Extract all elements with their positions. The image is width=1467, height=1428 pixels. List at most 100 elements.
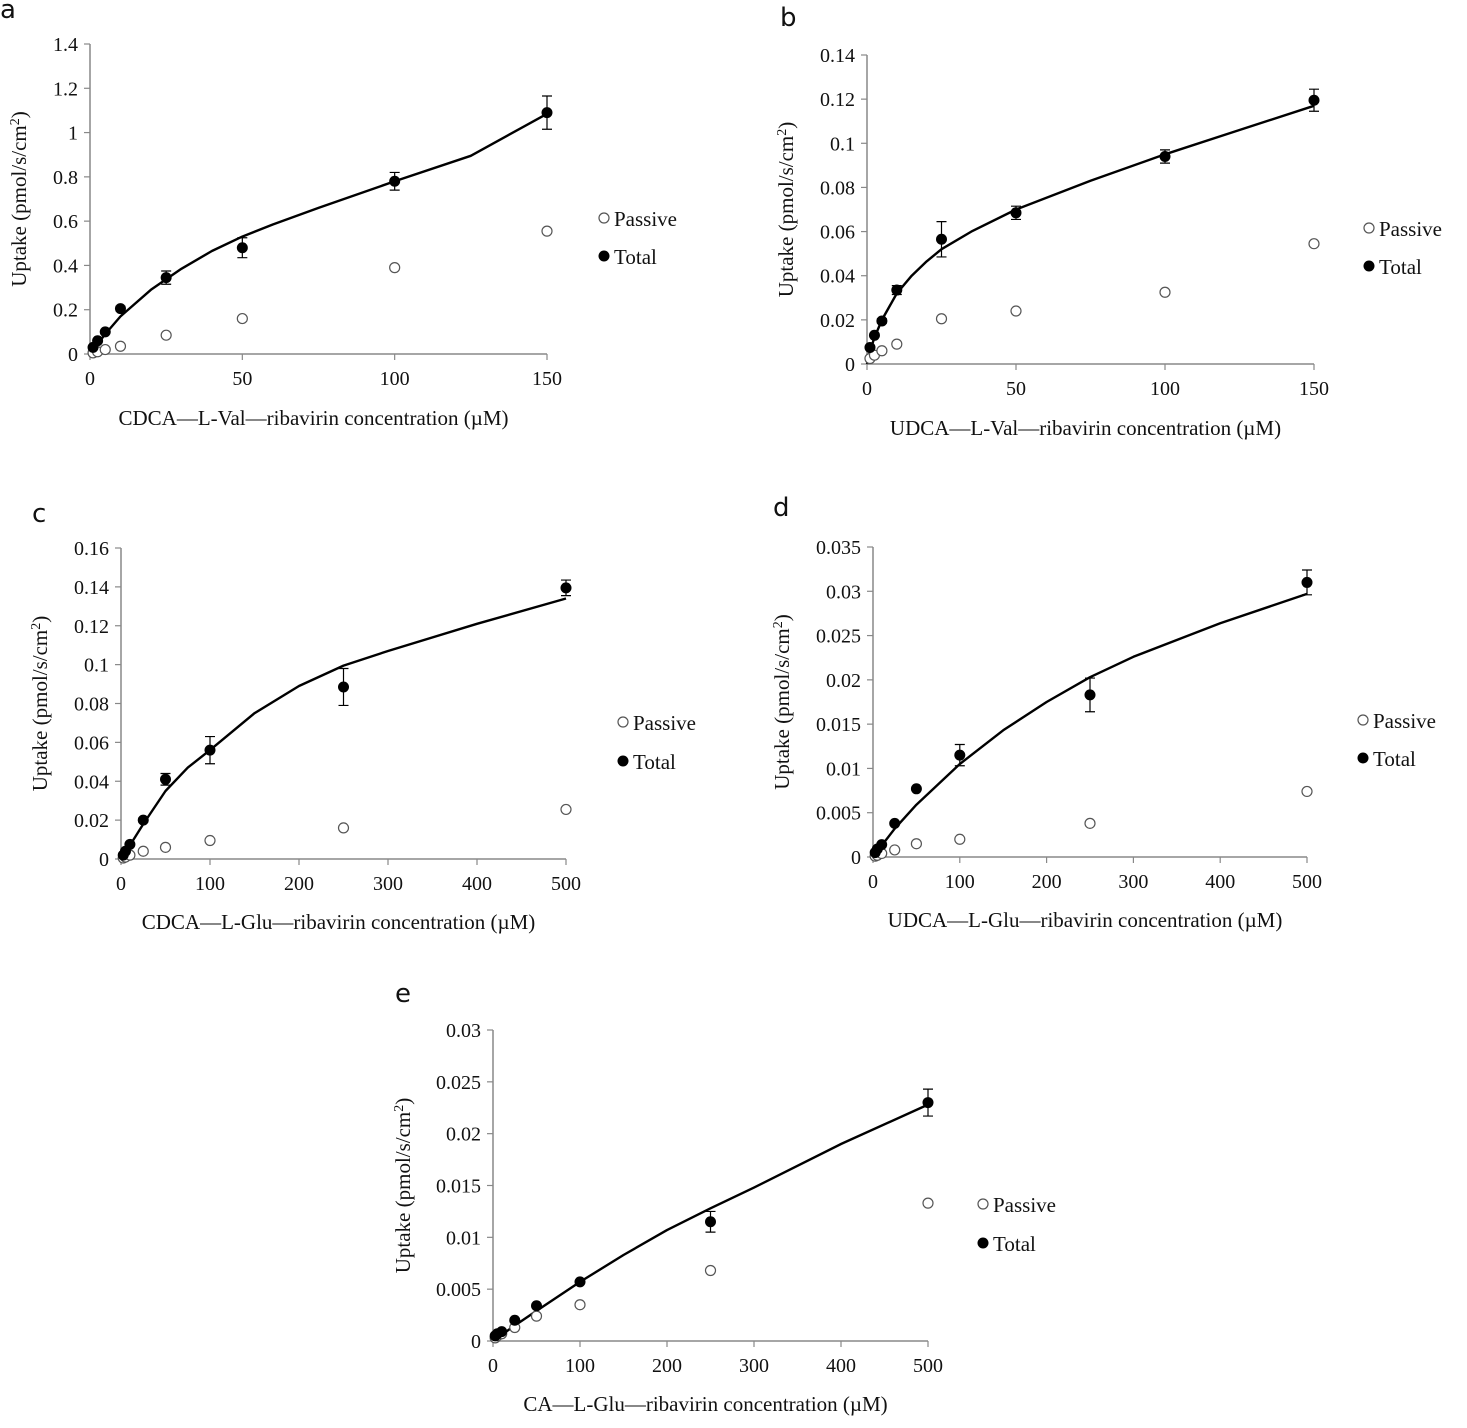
panel-c: c 0 0.02 0.04 0.06 0.08 0.1 0.12 0.14 0.16 0 100 20… — [28, 499, 696, 934]
chart-e-ytick-label: 0.02 — [446, 1124, 481, 1146]
chart-b-passive-point — [891, 338, 903, 350]
chart-a-legend-total-marker — [598, 250, 610, 262]
chart-a-xtick-label: 50 — [232, 368, 252, 390]
chart-b-total-point — [1308, 94, 1320, 106]
chart-c-xtick-label: 200 — [284, 873, 314, 895]
chart-d-y-axis-title: Uptake (pmol/s/cm2) — [770, 614, 794, 790]
chart-a-total-point — [160, 272, 172, 284]
chart-b-fit-curve — [865, 104, 1315, 365]
chart-b-legend-total-label: Total — [1379, 255, 1422, 279]
chart-a-ytick-label: 0.6 — [53, 211, 78, 233]
chart-c-passive-point — [337, 822, 350, 834]
chart-e-passive-point — [530, 1310, 543, 1322]
chart-a-legend-total-label: Total — [614, 245, 657, 269]
chart-b-ytick-label: 0.12 — [820, 89, 855, 111]
chart-a-legend-passive-marker — [598, 212, 610, 224]
chart-c-legend-total-marker — [617, 755, 629, 767]
chart-b-y-axis-title: Uptake (pmol/s/cm2) — [774, 122, 798, 298]
chart-c-ytick-label: 0.02 — [74, 810, 109, 832]
chart-c-total-point — [160, 773, 171, 785]
chart-a-total-point — [236, 242, 248, 254]
chart-d-ytick-label: 0.02 — [826, 670, 861, 692]
chart-e-legend-passive-marker — [977, 1198, 989, 1210]
chart-c-y-axis-title: Uptake (pmol/s/cm2) — [28, 616, 52, 792]
chart-d-x-axis-title: UDCA—L-Glu—ribavirin concentration (µM) — [888, 908, 1283, 932]
panel-a: a 0 0.2 0.4 0.6 0.8 1 1.2 1.4 0 50 100 150 CDCA—L-Va… — [0, 0, 677, 430]
chart-e-total-point — [922, 1097, 934, 1109]
chart-b-total-point — [891, 284, 903, 296]
chart-c-xtick-label: 400 — [462, 873, 492, 895]
chart-d-passive-point — [1301, 785, 1313, 798]
chart-d-ytick-label: 0.025 — [816, 626, 861, 648]
chart-d-total-point — [954, 749, 966, 761]
chart-b-xtick-label: 150 — [1299, 378, 1329, 400]
chart-a-ytick-label: 0 — [68, 344, 78, 366]
chart-d-total-point — [876, 839, 888, 851]
chart-e-xtick-label: 300 — [739, 1355, 769, 1377]
chart-b-total-point — [1010, 207, 1022, 219]
chart-c-xtick-label: 100 — [195, 873, 225, 895]
chart-c-total-point — [124, 838, 136, 850]
chart-a-ytick-label: 1.2 — [53, 78, 78, 100]
chart-e-total-point — [705, 1216, 716, 1228]
chart-e-xtick-label: 0 — [488, 1355, 498, 1377]
chart-d-total-point — [910, 783, 922, 795]
chart-b-xtick-label: 100 — [1150, 378, 1180, 400]
chart-c-legend-total-label: Total — [633, 750, 676, 774]
chart-a-passive-point — [114, 340, 127, 352]
chart-c-ytick-label: 0.14 — [74, 577, 109, 599]
chart-e-passive-point — [704, 1264, 717, 1277]
chart-a-ytick-label: 0.4 — [53, 255, 78, 277]
chart-d-passive-point — [910, 838, 923, 850]
chart-b-total-point — [864, 341, 876, 353]
chart-d-ytick-label: 0.01 — [826, 758, 861, 780]
chart-a-ytick-label: 0.2 — [53, 300, 78, 322]
chart-c-ytick-label: 0.12 — [74, 616, 109, 638]
chart-b-passive-point — [935, 313, 948, 325]
panel-e: e 0 0.005 0.01 0.015 0.02 0.025 0.03 0 100 200 300… — [391, 979, 1056, 1416]
chart-a-ytick-label: 0.8 — [53, 167, 78, 189]
chart-e-legend-total-label: Total — [993, 1232, 1036, 1256]
chart-e-ytick-label: 0.01 — [446, 1227, 481, 1249]
chart-c-legend: Passive Total — [617, 711, 696, 774]
chart-a-passive-point — [541, 225, 553, 237]
chart-e-total-point — [496, 1326, 508, 1338]
chart-a-xtick-label: 100 — [380, 368, 410, 390]
chart-e-legend-passive-label: Passive — [993, 1193, 1056, 1217]
chart-b-ytick-label: 0.1 — [830, 133, 855, 155]
chart-d-fit-curve — [872, 592, 1308, 858]
chart-a-total-point — [99, 326, 111, 338]
chart-e-legend-total-marker — [977, 1237, 989, 1249]
chart-b-xtick-label: 50 — [1006, 378, 1026, 400]
chart-b-passive-point — [1159, 286, 1171, 298]
chart-b-ytick-label: 0.04 — [820, 266, 855, 288]
chart-c-passive-point — [137, 845, 149, 857]
chart-a-passive-point — [389, 262, 401, 274]
chart-a-passive-point — [236, 312, 248, 325]
chart-d-ytick-label: 0 — [851, 847, 861, 869]
chart-a-total-point — [389, 175, 401, 187]
chart-c-total-point — [204, 744, 216, 756]
chart-d-legend-passive-label: Passive — [1373, 709, 1436, 733]
chart-e-passive-point — [922, 1197, 934, 1209]
chart-a-ytick-label: 1 — [68, 123, 78, 145]
chart-d-xtick-label: 200 — [1032, 871, 1062, 893]
chart-b-passive-point — [1010, 305, 1022, 317]
chart-c-passive-point — [159, 841, 172, 853]
chart-d-ytick-label: 0.015 — [816, 714, 861, 736]
panel-a-letter: a — [0, 0, 16, 25]
chart-c-x-axis-title: CDCA—L-Glu—ribavirin concentration (µM) — [142, 910, 536, 934]
chart-c-ytick-label: 0.04 — [74, 771, 109, 793]
chart-b-legend: Passive Total — [1363, 217, 1442, 279]
chart-c-total-point — [560, 582, 572, 594]
chart-a-total-point — [92, 335, 104, 347]
panel-b-letter: b — [780, 3, 797, 33]
panel-b: b 0 0.02 0.04 0.06 0.08 0.1 0.12 0.14 0 50 100 150 U… — [774, 3, 1442, 440]
chart-c-legend-passive-label: Passive — [633, 711, 696, 735]
chart-b-total-point — [868, 329, 880, 341]
chart-d-passive-point — [889, 844, 901, 856]
chart-b-legend-passive-marker — [1363, 222, 1375, 234]
chart-d-legend: Passive Total — [1357, 709, 1436, 771]
chart-d-total-point — [1301, 576, 1313, 588]
